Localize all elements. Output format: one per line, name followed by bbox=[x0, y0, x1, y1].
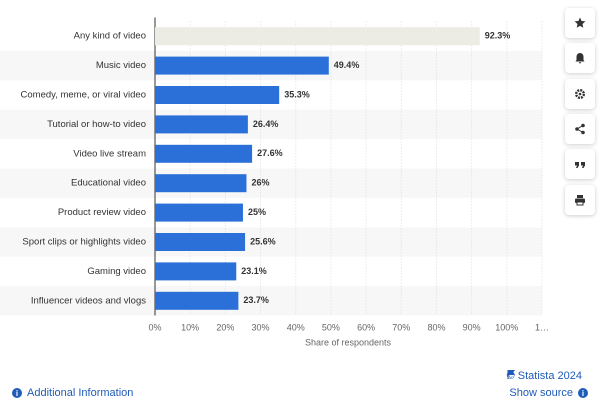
bar bbox=[155, 203, 243, 222]
data-label: 92.3% bbox=[485, 31, 511, 41]
x-tick-label: 90% bbox=[463, 322, 481, 332]
data-label: 23.7% bbox=[243, 295, 269, 305]
data-label: 26% bbox=[251, 178, 269, 188]
x-tick-label: 40% bbox=[287, 322, 305, 332]
bar bbox=[155, 291, 239, 310]
additional-info: Additional Information bbox=[27, 387, 134, 399]
data-label: 26.4% bbox=[253, 119, 279, 129]
row-band bbox=[0, 286, 542, 316]
gear-icon bbox=[575, 89, 585, 99]
y-tick-label: Tutorial or how-to video bbox=[47, 119, 146, 130]
x-tick-label: 70% bbox=[392, 322, 410, 332]
print-icon bbox=[575, 195, 585, 206]
info-icon: i bbox=[12, 388, 22, 398]
row-band bbox=[0, 109, 542, 140]
data-label: 23.1% bbox=[241, 266, 267, 276]
data-label: 25% bbox=[248, 207, 266, 217]
share-button[interactable] bbox=[565, 114, 595, 144]
y-tick-label: Influencer videos and vlogs bbox=[31, 295, 146, 306]
flag-icon bbox=[507, 370, 515, 379]
bar bbox=[155, 27, 480, 46]
bar bbox=[155, 233, 246, 251]
notification-button[interactable] bbox=[565, 43, 595, 73]
bar bbox=[155, 262, 237, 281]
row-band bbox=[0, 227, 542, 257]
bar bbox=[155, 174, 247, 193]
copyright: © Statista 2024 bbox=[506, 370, 582, 382]
x-tick-label: 20% bbox=[216, 322, 234, 332]
settings-button[interactable] bbox=[565, 79, 595, 109]
print-button[interactable] bbox=[565, 185, 595, 215]
show-source-link[interactable]: Show source i bbox=[509, 387, 588, 399]
y-tick-label: Educational video bbox=[71, 178, 146, 189]
star-icon bbox=[574, 17, 586, 28]
y-tick-label: Sport clips or highlights video bbox=[22, 237, 146, 248]
data-label: 25.6% bbox=[250, 236, 276, 246]
bar bbox=[155, 86, 280, 104]
quote-icon bbox=[575, 162, 585, 168]
y-tick-label: Gaming video bbox=[87, 266, 146, 277]
y-tick-label: Any kind of video bbox=[74, 31, 146, 42]
x-axis-title: Share of respondents bbox=[305, 337, 392, 347]
y-tick-label: Product review video bbox=[58, 207, 146, 218]
x-tick-label: 1… bbox=[535, 322, 549, 332]
share-icon bbox=[575, 123, 585, 135]
favorite-button[interactable] bbox=[565, 8, 595, 38]
show-source: Show source bbox=[509, 387, 573, 399]
x-tick-label: 60% bbox=[357, 322, 375, 332]
chart: Share of respondents 0% 10% 20% 30% 40% 50% 60… bbox=[0, 17, 550, 348]
data-label: 27.6% bbox=[257, 148, 283, 158]
cite-button[interactable] bbox=[565, 149, 595, 179]
x-tick-label: 50% bbox=[322, 322, 340, 332]
bar bbox=[155, 144, 253, 163]
x-tick-label: 30% bbox=[252, 322, 270, 332]
row-backgrounds bbox=[0, 50, 542, 316]
x-tick-label: 10% bbox=[181, 322, 199, 332]
additional-info-link[interactable]: i Additional Information bbox=[12, 387, 133, 399]
bar bbox=[155, 115, 248, 134]
x-tick-label: 100% bbox=[495, 322, 518, 332]
data-label: 35.3% bbox=[284, 89, 310, 99]
y-tick-label: Comedy, meme, or viral video bbox=[21, 90, 146, 101]
copyright-link[interactable]: © Statista 2024 bbox=[507, 370, 582, 382]
bell-icon bbox=[575, 53, 585, 64]
bar bbox=[155, 56, 329, 75]
y-tick-label: Video live stream bbox=[73, 148, 146, 159]
info-icon: i bbox=[578, 388, 588, 398]
y-tick-label: Music video bbox=[96, 60, 146, 71]
x-tick-label: 80% bbox=[427, 322, 445, 332]
row-band bbox=[0, 168, 542, 198]
data-label: 49.4% bbox=[334, 60, 360, 70]
x-tick-label: 0% bbox=[148, 322, 161, 332]
